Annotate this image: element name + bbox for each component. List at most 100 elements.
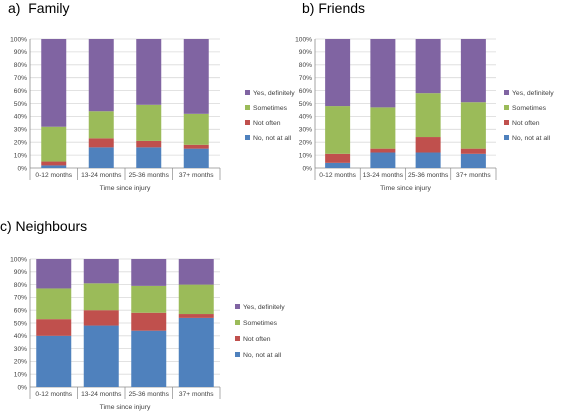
- chart-a-ytick-label: 70%: [14, 75, 27, 82]
- chart-b-xaxis-label: Time since injury: [380, 185, 431, 192]
- chart-c-ytick-label: 40%: [14, 333, 27, 340]
- chart-b-category-label: 0-12 months: [319, 172, 356, 179]
- chart-a-legend-swatch: [245, 105, 250, 110]
- chart-a-bar-segment: [88, 111, 114, 139]
- chart-c-bar-segment: [178, 259, 214, 285]
- chart-b-category-label: 13-24 months: [363, 172, 404, 179]
- chart-a-legend-swatch: [245, 90, 250, 95]
- chart-a-bar-segment: [136, 147, 162, 168]
- chart-b-bar-segment: [325, 162, 351, 168]
- chart-b-bar-segment: [415, 137, 441, 153]
- chart-a-bar-segment: [88, 138, 114, 148]
- chart-a-bar-segment: [41, 126, 67, 162]
- chart-a-category-label: 25-36 months: [129, 172, 170, 179]
- chart-c-legend-label: Not often: [243, 336, 271, 343]
- chart-c-bar-segment: [83, 325, 119, 387]
- chart-c-legend-label: Yes, definitely: [243, 304, 285, 311]
- chart-a-legend-swatch: [245, 135, 250, 140]
- chart-c-bar-segment: [83, 283, 119, 311]
- chart-c-category-label: 0-12 months: [35, 391, 72, 398]
- chart-a-legend-label: Not often: [253, 120, 281, 127]
- chart-c-bar-segment: [36, 319, 72, 336]
- chart-b-ytick-label: 100%: [295, 36, 312, 43]
- chart-c-bar-segment: [131, 285, 167, 313]
- chart-a-bar-segment: [136, 140, 162, 148]
- chart-c-ytick-label: 30%: [14, 346, 27, 353]
- chart-b-bar-segment: [415, 39, 441, 94]
- chart-b-legend-swatch: [504, 90, 509, 95]
- chart-a-legend-label: Yes, definitely: [253, 90, 295, 97]
- chart-c-bar-segment: [178, 284, 214, 315]
- chart-c-ytick-label: 80%: [14, 282, 27, 289]
- chart-b-category-label: 25-36 months: [408, 172, 449, 179]
- chart-a-bar-segment: [88, 39, 114, 112]
- chart-a-ytick-label: 10%: [14, 152, 27, 159]
- chart-c-ytick-label: 90%: [14, 269, 27, 276]
- chart-b-ytick-label: 0%: [302, 165, 312, 172]
- chart-c-bar-segment: [36, 288, 72, 320]
- chart-b-legend-swatch: [504, 135, 509, 140]
- chart-b-bar-segment: [415, 152, 441, 168]
- chart-b-bar-segment: [460, 39, 486, 103]
- chart-a-xaxis-label: Time since injury: [100, 185, 151, 192]
- chart-b-title: b) Friends: [302, 0, 366, 16]
- chart-a-ytick-label: 100%: [10, 36, 27, 43]
- chart-a-ytick-label: 20%: [14, 140, 27, 147]
- chart-b-bar-segment: [370, 39, 396, 108]
- chart-c-bar-segment: [131, 312, 167, 331]
- chart-a-ytick-label: 0%: [17, 165, 27, 172]
- chart-c-ytick-label: 20%: [14, 359, 27, 366]
- chart-a-category-label: 13-24 months: [81, 172, 122, 179]
- chart-b-ytick-label: 30%: [299, 127, 312, 134]
- chart-b-bar-segment: [370, 148, 396, 153]
- chart-a-category-label: 0-12 months: [35, 172, 72, 179]
- chart-a-ytick-label: 80%: [14, 62, 27, 69]
- chart-c-bar-segment: [83, 310, 119, 326]
- chart-c-ytick-label: 0%: [17, 384, 27, 391]
- chart-a-category-label: 37+ months: [179, 172, 214, 179]
- chart-c-category-label: 13-24 months: [81, 391, 122, 398]
- chart-b: 0% 10% 20% 30% 40% 50% 60% 70% 80% 90% 100% 0-12 mo…: [295, 36, 554, 192]
- chart-b-ytick-label: 70%: [299, 75, 312, 82]
- chart-c-legend-swatch: [235, 320, 240, 325]
- chart-c-ytick-label: 60%: [14, 308, 27, 315]
- chart-a-ytick-label: 50%: [14, 101, 27, 108]
- chart-a-bar-segment: [136, 104, 162, 141]
- chart-c-bar-segment: [178, 314, 214, 318]
- chart-c-ytick-label: 100%: [10, 256, 27, 263]
- chart-c-legend-label: Sometimes: [243, 320, 278, 327]
- chart-b-ytick-label: 60%: [299, 88, 312, 95]
- chart-a-bar-segment: [41, 39, 67, 127]
- chart-b-legend-swatch: [504, 105, 509, 110]
- chart-c-bar-segment: [83, 259, 119, 284]
- chart-c-title: c) Neighbours: [0, 218, 88, 234]
- chart-a-ytick-label: 30%: [14, 127, 27, 134]
- chart-b-bar-segment: [460, 102, 486, 149]
- chart-a-bar-segment: [88, 147, 114, 168]
- chart-b-ytick-label: 50%: [299, 101, 312, 108]
- chart-c-ytick-label: 50%: [14, 320, 27, 327]
- chart-c-xaxis-label: Time since injury: [100, 404, 151, 411]
- chart-a-bar-segment: [183, 39, 209, 114]
- chart-a-legend-swatch: [245, 120, 250, 125]
- chart-c-bar-segment: [178, 317, 214, 387]
- chart-b-bar-segment: [325, 39, 351, 107]
- chart-a-bar-segment: [41, 161, 67, 166]
- chart-b-legend-label: No, not at all: [512, 135, 551, 142]
- chart-c-category-label: 37+ months: [179, 391, 214, 398]
- chart-b-ytick-label: 40%: [299, 114, 312, 121]
- chart-b-ytick-label: 20%: [299, 140, 312, 147]
- chart-b-bar-segment: [415, 93, 441, 138]
- chart-b-legend-label: Sometimes: [512, 105, 547, 112]
- chart-a-bar-segment: [136, 39, 162, 105]
- chart-a-bar-segment: [183, 144, 209, 149]
- chart-a-legend-label: No, not at all: [253, 135, 292, 142]
- chart-c-bar-segment: [36, 335, 72, 387]
- chart-b-ytick-label: 90%: [299, 49, 312, 56]
- chart-b-ytick-label: 10%: [299, 152, 312, 159]
- chart-a-legend-label: Sometimes: [253, 105, 288, 112]
- chart-c-ytick-label: 70%: [14, 295, 27, 302]
- chart-c-legend-label: No, not at all: [243, 352, 282, 359]
- chart-b-legend-label: Yes, definitely: [512, 90, 554, 97]
